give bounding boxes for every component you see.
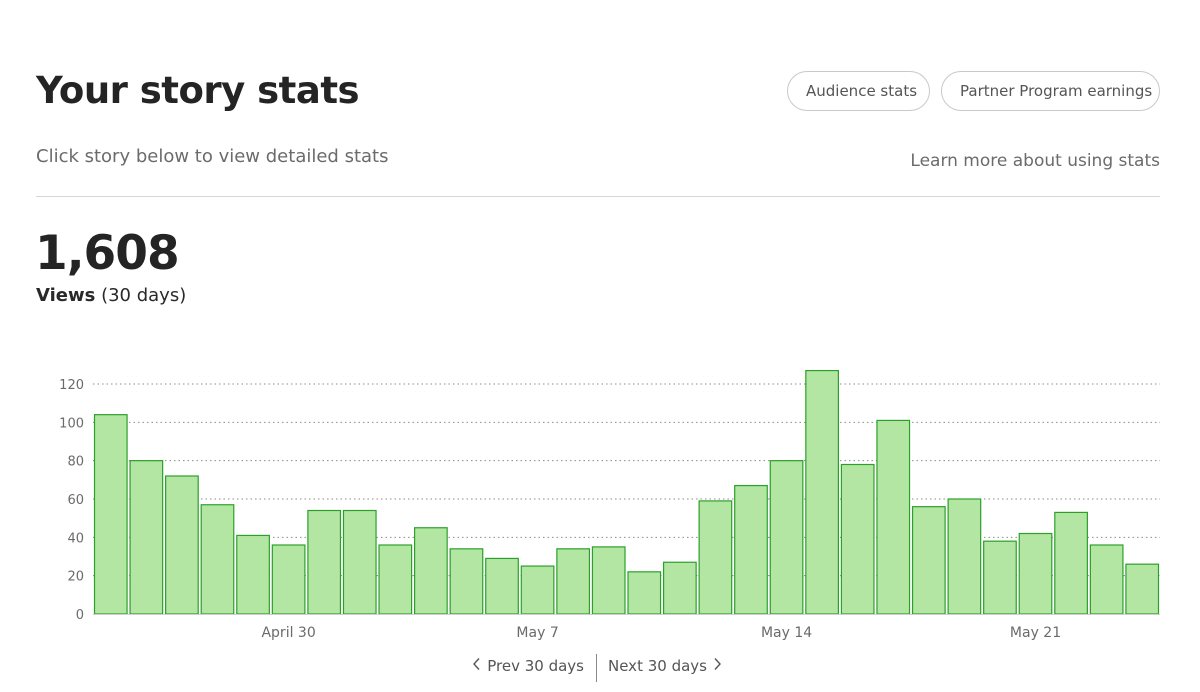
bar <box>1018 532 1053 615</box>
y-tick-label: 80 <box>67 455 84 470</box>
bar <box>911 506 946 615</box>
bar <box>378 544 413 615</box>
learn-more-link[interactable]: Learn more about using stats <box>910 151 1160 171</box>
y-tick-label: 40 <box>67 531 84 546</box>
y-tick-label: 120 <box>59 378 84 393</box>
bar <box>627 571 662 615</box>
bar <box>129 460 164 615</box>
bar <box>449 548 484 615</box>
chevron-left-icon <box>472 657 482 675</box>
bar <box>983 540 1017 615</box>
bar <box>769 460 804 615</box>
bar <box>342 509 377 615</box>
bar <box>662 561 697 615</box>
x-tick-label: May 7 <box>516 625 558 641</box>
pagination: Prev 30 days Next 30 days <box>0 654 1200 682</box>
bar <box>236 534 270 615</box>
views-bar-chart: 0 20 40 60 80 100 120 April 30 May 7 May 14 May 21 <box>59 369 1160 641</box>
y-tick-label: 60 <box>67 493 84 508</box>
bar <box>200 504 235 615</box>
chevron-right-icon <box>712 657 722 675</box>
prev-30-days-label: Prev 30 days <box>487 657 584 675</box>
bar <box>1054 511 1088 615</box>
prev-30-days-button[interactable]: Prev 30 days <box>472 657 584 675</box>
views-label-bold: Views <box>36 285 96 306</box>
y-tick-label: 0 <box>76 608 84 623</box>
bar <box>414 527 448 615</box>
total-views-value: 1,608 <box>35 226 180 281</box>
views-label: Views (30 days) <box>36 285 186 306</box>
page-title: Your story stats <box>36 69 360 112</box>
x-tick-label: May 14 <box>761 625 812 641</box>
bar <box>93 414 128 615</box>
bar <box>1125 563 1160 615</box>
bar <box>307 509 342 615</box>
x-tick-label: May 21 <box>1010 625 1061 641</box>
bar <box>271 544 306 615</box>
bar <box>520 565 555 615</box>
y-tick-label: 20 <box>67 570 84 585</box>
page-subtitle: Click story below to view detailed stats <box>36 146 389 167</box>
bar <box>840 463 875 615</box>
next-30-days-label: Next 30 days <box>608 657 707 675</box>
bar <box>165 475 199 615</box>
bar <box>591 546 626 615</box>
bar <box>485 557 519 615</box>
bar <box>1089 544 1124 615</box>
partner-program-earnings-button[interactable]: Partner Program earnings <box>941 71 1160 111</box>
bar <box>947 498 982 615</box>
next-30-days-button[interactable]: Next 30 days <box>608 657 722 675</box>
header-divider <box>36 196 1160 197</box>
bar <box>876 419 911 615</box>
bar <box>698 500 733 615</box>
views-label-period: (30 days) <box>101 285 187 306</box>
pager-divider <box>596 654 597 682</box>
y-tick-label: 100 <box>59 416 84 431</box>
x-tick-label: April 30 <box>261 625 315 641</box>
bar <box>734 484 768 615</box>
bar <box>805 369 840 615</box>
bar <box>556 548 591 615</box>
audience-stats-button[interactable]: Audience stats <box>787 71 930 111</box>
